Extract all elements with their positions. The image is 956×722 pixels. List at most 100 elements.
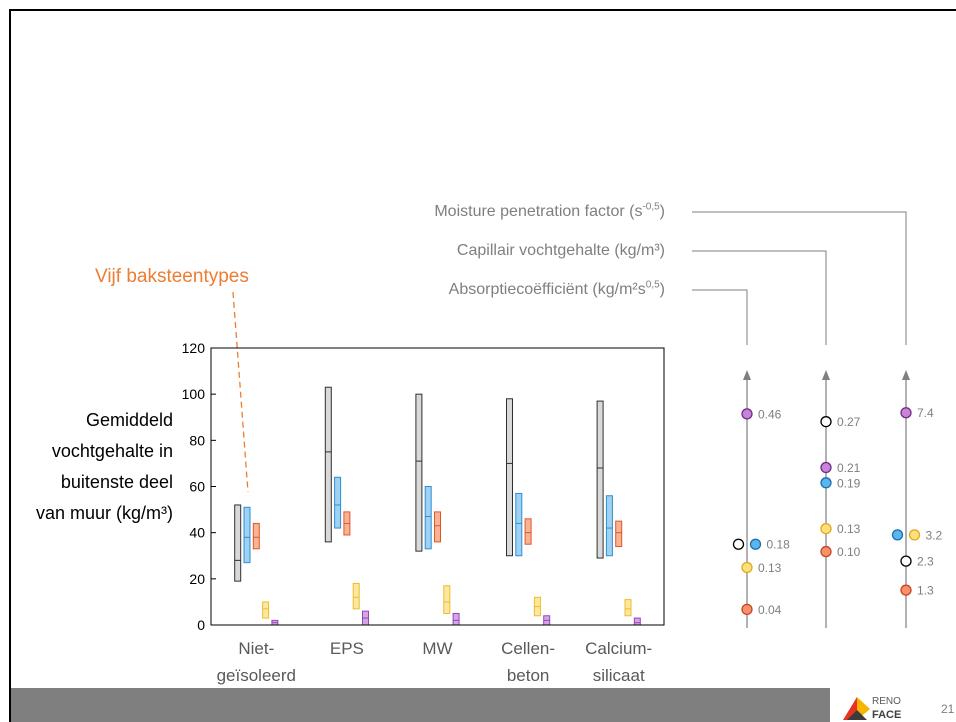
value-label: 2.3 [917,555,934,569]
value-label: 0.13 [758,561,782,575]
category-label: geïsoleerd [217,666,296,685]
axis-arrowhead-icon [822,370,830,380]
y-tick-label: 60 [189,479,205,495]
range-bar [424,486,432,550]
value-label: 0.04 [758,603,782,617]
range-bar [596,400,604,559]
range-bar [443,585,451,614]
renoface-logo-icon [843,697,870,720]
marker-dot [820,523,832,535]
marker-dot [741,603,753,616]
value-label: 0.21 [837,461,861,475]
value-label: 0.18 [767,538,791,552]
annotation-leader-line [232,291,249,493]
axis-title-text: Moisture penetration factor (s [434,203,643,220]
marker-dot [820,545,832,558]
y-axis-label-line: buitenste deel [60,472,173,492]
marker-dot [908,529,921,541]
range-bar [624,599,632,617]
range-bar [324,386,332,543]
range-bar [352,582,360,610]
connector-line [692,289,748,345]
range-bar [334,476,342,529]
range-bar [243,506,251,564]
moisture-content-chart: 0 20 40 60 80 100 120 Niet-geïsoleerd EPS MW Celle… [182,340,665,685]
range-bar [506,398,513,557]
value-label: 0.13 [837,522,861,536]
value-label: 0.10 [837,545,861,559]
logo-dark-triangle [847,710,867,720]
y-tick-label: 120 [182,340,206,356]
axis-title-moisture-penetration-factor: Moisture penetration factor (s-0,5) [434,202,665,222]
property-scale: 0.27 0.210.19 0.13 0.10 [692,250,861,628]
marker-dot [891,529,904,541]
axis-arrowhead-icon [902,370,910,380]
axis-title-text: Capillair vochtgehalte (kg/m³) [456,242,665,259]
y-tick-label: 20 [189,571,205,587]
value-label: 1.3 [917,584,934,598]
axis-title-text: Absorptiecoëfficiënt (kg/m²s [448,281,646,298]
y-tick-label: 0 [197,617,205,633]
marker-dot [732,538,745,550]
y-axis-label-line: Gemiddeld [85,410,173,430]
y-tick-label: 80 [189,432,205,448]
connector-line [692,250,827,345]
renoface-logo: RENO FACE [843,696,901,721]
marker-dot [741,408,753,420]
axis-title-suffix: ) [659,203,665,220]
connector-line [692,211,907,345]
axis-title-superscript: -0,5 [642,201,660,213]
range-bar [262,601,270,619]
logo-text-reno: RENO [872,696,901,707]
marker-dot [820,477,832,489]
axis-title-capillair-vochtgehalte: Capillair vochtgehalte (kg/m³) [457,241,665,261]
range-bar [415,393,423,552]
range-bar [605,495,613,557]
category-label: beton [507,666,550,685]
y-tick-label: 100 [182,386,206,402]
marker-dot [900,555,912,567]
axis-arrowhead-icon [743,370,751,380]
footer-bar [11,688,830,722]
range-bar [434,511,441,543]
page-number: 21 [941,702,955,716]
range-bar [615,520,623,548]
axis-title-absorptiecoefficient: Absorptiecoëfficiënt (kg/m²s0,5) [449,280,665,300]
value-label: 3.2 [926,528,943,542]
category-label: EPS [330,639,364,658]
range-bar [515,492,523,557]
range-bar [252,522,260,550]
property-scale: 7.4 3.2 2.3 1.3 [692,211,943,628]
property-scale: 0.46 0.18 0.13 0.04 [692,289,791,628]
annotation-label: Vijf baksteentypes [95,266,249,287]
range-bar [524,518,532,545]
slide-frame [9,9,956,722]
range-bar [452,612,460,626]
category-label: MW [422,639,452,658]
marker-dot [900,584,912,596]
logo-text-face: FACE [872,709,901,721]
value-label: 0.19 [837,476,861,490]
y-axis-label: Gemiddeld vochtgehalte in buitenste deel… [36,405,173,529]
axis-title-suffix: ) [659,281,665,298]
range-bar [633,617,641,626]
marker-dot [900,407,912,419]
y-tick-label: 40 [189,525,205,541]
value-label: 7.4 [917,406,934,420]
value-label: 0.27 [837,415,861,429]
marker-dot [820,416,832,428]
marker-dot [820,461,832,474]
axis-title-superscript: 0,5 [645,279,660,291]
category-label: silicaat [593,666,645,685]
value-label: 0.46 [758,407,782,421]
marker-dot [749,538,762,550]
material-property-scales: 0.46 0.18 0.13 0.04 0.27 0.210.19 0.13 0.10 7.4 3… [692,211,943,628]
plot-area [210,347,665,626]
category-label: Cellen- [501,639,555,658]
y-axis-label-line: van muur (kg/m³) [35,503,173,523]
category-label: Niet- [238,639,274,658]
range-bar [234,504,242,582]
marker-dot [741,561,753,574]
y-axis-label-line: vochtgehalte in [51,441,173,461]
